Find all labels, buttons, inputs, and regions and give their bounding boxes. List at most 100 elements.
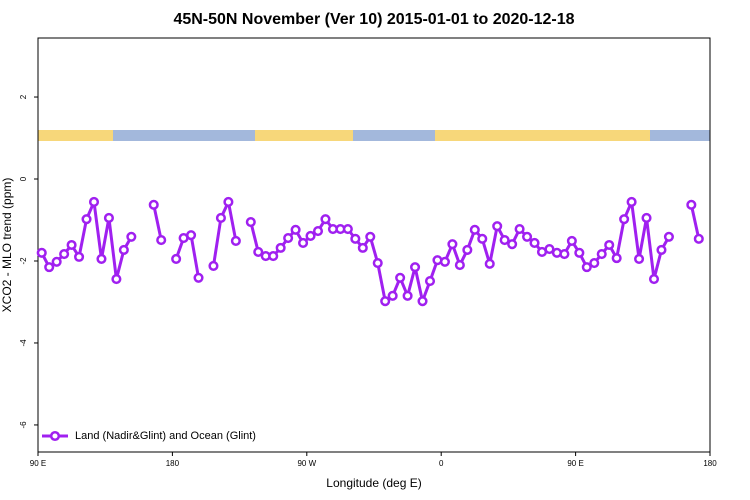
data-point	[402, 290, 413, 301]
data-point	[439, 256, 450, 267]
data-point	[290, 224, 301, 235]
data-point	[36, 247, 47, 258]
y-tick-label: -2	[19, 257, 28, 265]
data-point	[350, 233, 361, 244]
data-point	[469, 224, 480, 235]
data-point	[454, 260, 465, 271]
legend-marker	[49, 430, 61, 442]
land-ocean-strip	[38, 130, 710, 141]
data-point	[59, 248, 70, 260]
plot-frame	[37, 37, 711, 453]
x-tick-label: 90 E	[567, 459, 583, 468]
data-point	[357, 242, 368, 253]
data-point	[634, 253, 645, 264]
x-tick-label: 180	[703, 459, 717, 468]
data-point	[253, 246, 264, 258]
data-point	[230, 235, 241, 246]
series-line	[211, 200, 238, 267]
land-band	[255, 130, 353, 141]
data-point	[477, 233, 488, 244]
data-point	[447, 239, 458, 250]
data-point	[395, 272, 406, 283]
y-tick-label: 2	[19, 94, 28, 99]
data-point	[514, 223, 525, 235]
data-point	[656, 244, 667, 255]
x-tick-label: 90 W	[297, 459, 316, 468]
x-axis-label: Longitude (deg E)	[326, 476, 421, 490]
data-point	[171, 253, 182, 264]
data-point	[693, 233, 704, 244]
data-point	[365, 231, 376, 242]
series-line	[40, 200, 133, 281]
data-point	[103, 212, 114, 223]
data-point	[268, 251, 279, 262]
data-point	[148, 199, 159, 210]
data-point	[66, 239, 77, 251]
ocean-band	[650, 130, 710, 141]
data-point	[507, 239, 518, 250]
data-point	[686, 199, 697, 210]
x-tick-label: 90 E	[30, 459, 46, 468]
data-point	[298, 237, 309, 249]
data-point	[320, 214, 331, 225]
data-point	[193, 272, 204, 283]
ocean-band	[113, 130, 255, 141]
data-point	[74, 251, 85, 262]
plot-layer: 90 E 180 90 W 0 90 E 180 -6 -4 -2 0 2 Land (Nadir&G…	[19, 94, 717, 468]
data-point	[342, 223, 353, 235]
data-point	[417, 296, 428, 307]
y-axis-label: XCO2 - MLO trend (ppm)	[0, 178, 14, 313]
data-point	[529, 237, 540, 249]
data-point	[118, 244, 129, 255]
data-point	[380, 296, 391, 307]
data-point	[581, 262, 592, 273]
data-point	[387, 290, 398, 301]
data-point	[410, 262, 421, 273]
data-point	[544, 244, 555, 255]
data-point	[111, 273, 122, 285]
data-point	[88, 196, 100, 208]
series-line	[249, 200, 671, 303]
y-tick-label: -4	[19, 339, 28, 347]
data-point	[208, 260, 219, 271]
data-point	[156, 235, 167, 246]
data-point	[245, 216, 256, 228]
data-point	[499, 235, 510, 246]
data-point	[215, 212, 226, 223]
data-point	[604, 239, 615, 251]
data-point	[663, 231, 674, 242]
chart-title: 45N-50N November (Ver 10) 2015-01-01 to …	[173, 11, 574, 28]
data-point	[574, 247, 585, 258]
data-point	[186, 230, 197, 241]
data-point	[275, 242, 286, 253]
data-point	[484, 258, 495, 269]
legend-label: Land (Nadir&Glint) and Ocean (Glint)	[75, 430, 256, 442]
data-point	[619, 214, 630, 225]
series-line	[689, 204, 701, 240]
data-point	[566, 235, 577, 246]
data-point	[223, 196, 234, 208]
data-point	[641, 212, 652, 223]
land-band	[38, 130, 113, 141]
data-point	[596, 248, 607, 260]
data-point	[305, 230, 316, 242]
series-line	[152, 204, 163, 241]
data-point	[626, 196, 637, 208]
data-point	[522, 231, 533, 242]
data-point	[611, 253, 622, 264]
data-point	[81, 214, 92, 225]
data-point	[51, 256, 62, 267]
data-point	[462, 244, 473, 255]
data-point	[312, 226, 324, 237]
data-point	[44, 262, 55, 273]
data-point	[492, 221, 503, 232]
y-tick-label: -6	[19, 421, 28, 429]
x-tick-label: 0	[439, 459, 444, 468]
data-point	[648, 273, 660, 285]
data-point	[559, 248, 570, 260]
data-point	[372, 257, 383, 269]
data-point	[126, 231, 137, 242]
data-point	[96, 253, 107, 264]
data-point	[424, 276, 436, 287]
